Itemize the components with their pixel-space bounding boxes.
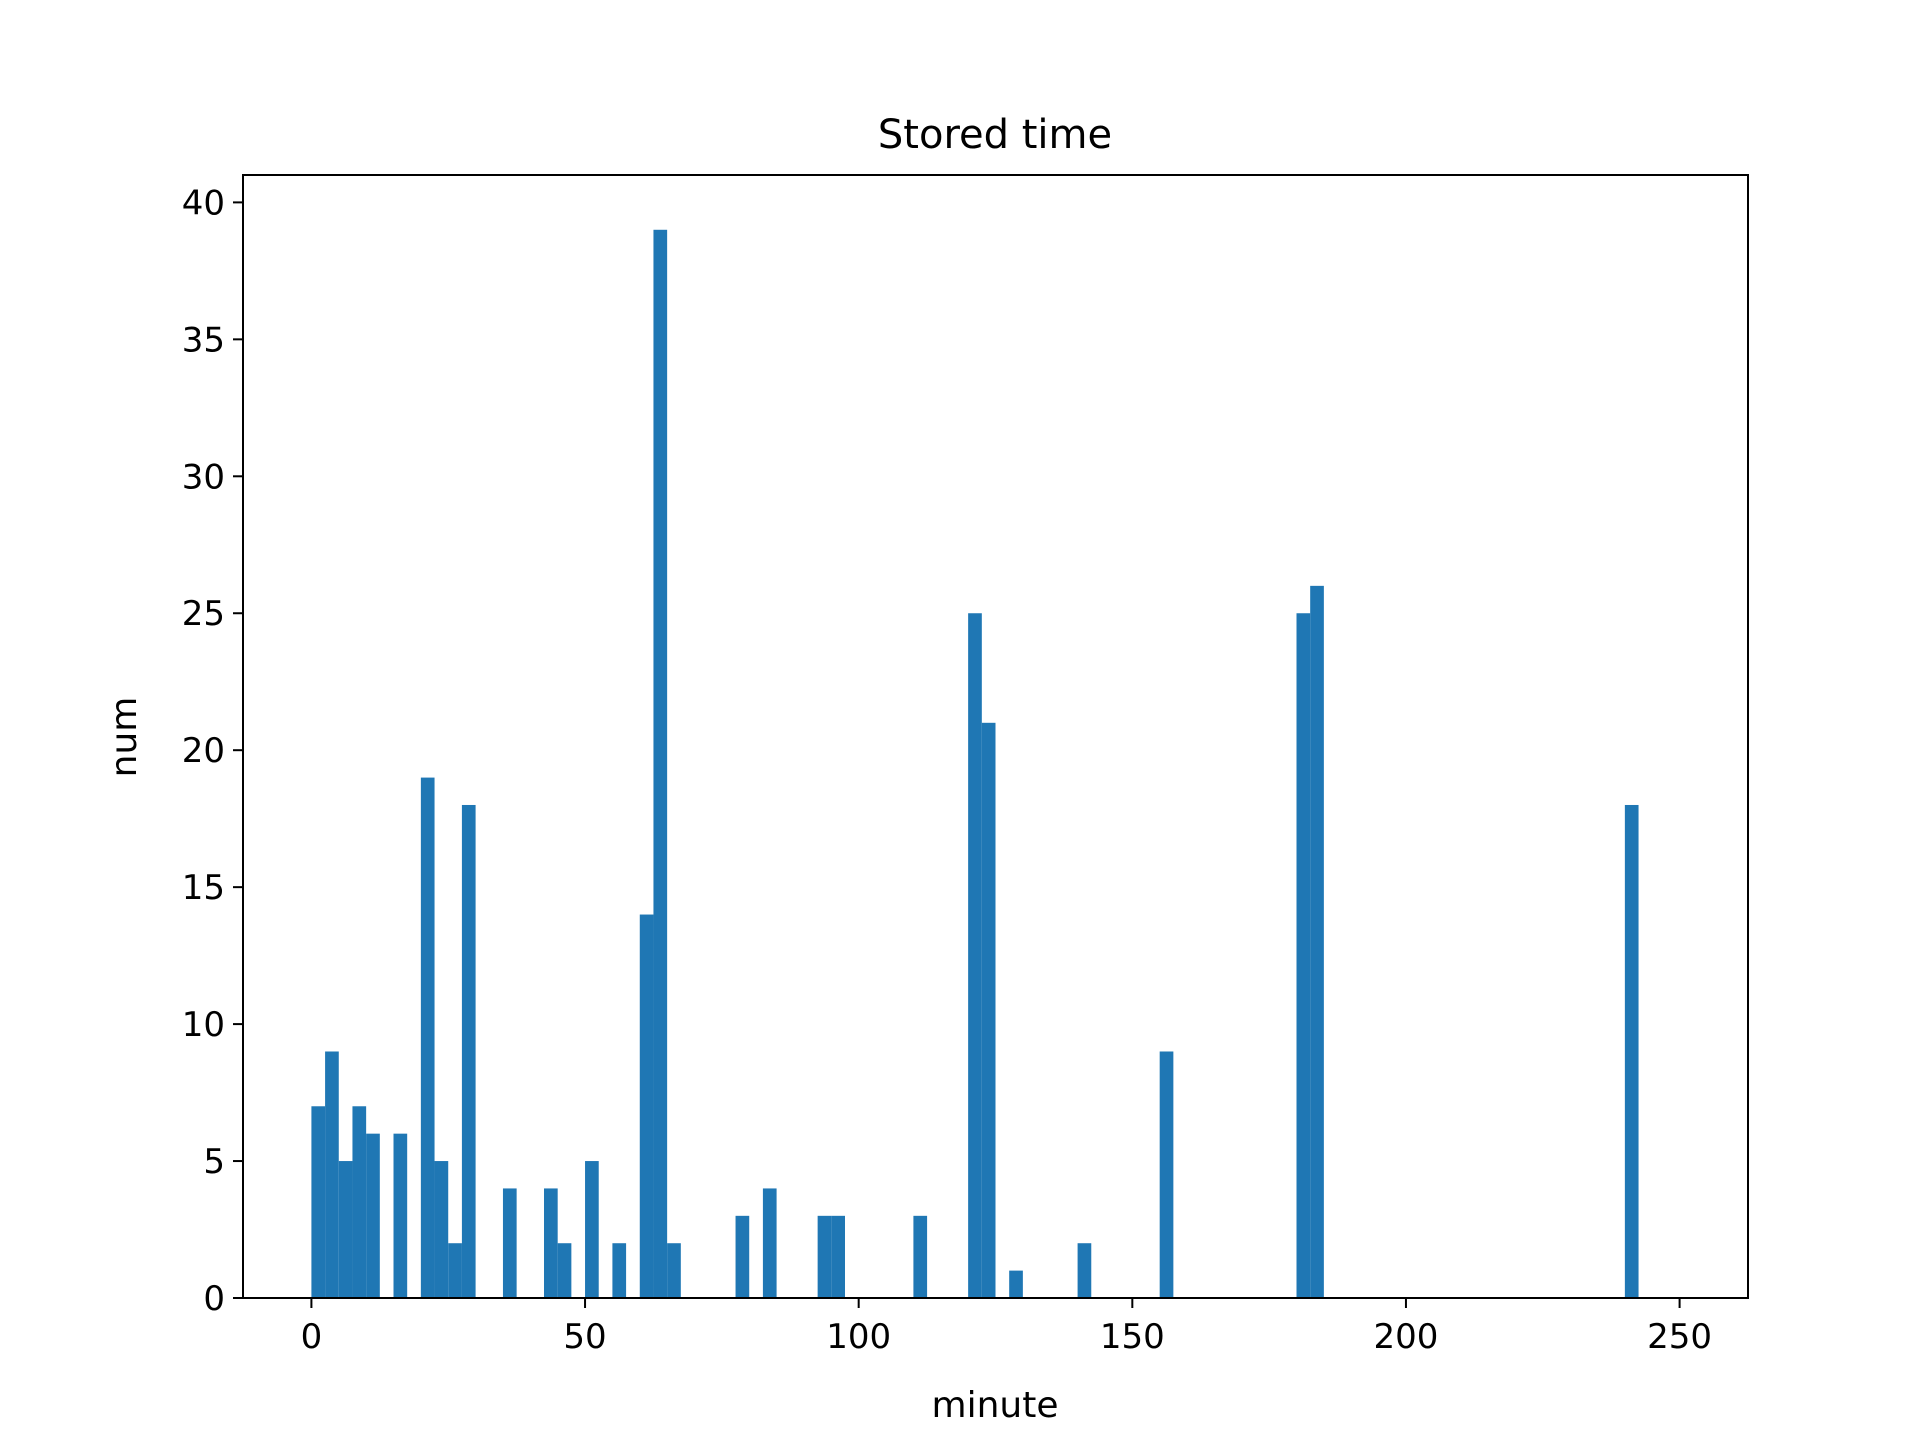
plot-frame (242, 174, 1749, 1299)
bar-3 (352, 1106, 367, 1298)
bar-15 (639, 914, 654, 1298)
bar-5 (393, 1133, 408, 1298)
bar-21 (831, 1215, 845, 1298)
bar-29 (1310, 585, 1324, 1298)
x-tick-label-0: 0 (301, 1317, 323, 1357)
bar-20 (817, 1215, 832, 1298)
bar-7 (434, 1161, 449, 1298)
y-tick-label-8: 40 (182, 183, 225, 223)
bar-28 (1296, 613, 1311, 1298)
y-axis-ticks: 0 5 10 15 20 25 30 35 40 (182, 183, 243, 1319)
bar-22 (913, 1215, 928, 1298)
bar-11 (544, 1188, 558, 1298)
bars-group (311, 229, 1639, 1298)
chart-title: Stored time (878, 112, 1112, 158)
bar-6 (420, 777, 435, 1298)
bar-18 (735, 1215, 750, 1298)
bar-2 (338, 1161, 353, 1298)
bar-19 (762, 1188, 777, 1298)
bar-9 (461, 804, 476, 1298)
bar-13 (585, 1161, 599, 1298)
y-axis-label: num (104, 697, 145, 778)
bar-16 (653, 229, 668, 1298)
x-axis-label: minute (932, 1385, 1059, 1426)
x-tick-label-5: 250 (1647, 1317, 1712, 1357)
y-tick-label-0: 0 (203, 1279, 225, 1319)
bar-27 (1159, 1051, 1174, 1298)
x-axis-ticks: 0 50 100 150 200 250 (301, 1298, 1712, 1357)
bar-23 (968, 613, 982, 1298)
y-tick-label-6: 30 (182, 457, 225, 497)
bar-25 (1009, 1270, 1023, 1298)
y-tick-label-7: 35 (182, 320, 225, 360)
y-tick-label-5: 25 (182, 594, 225, 634)
bar-14 (612, 1243, 627, 1298)
bar-12 (557, 1243, 572, 1298)
bar-26 (1077, 1243, 1092, 1298)
bar-30 (1624, 804, 1639, 1298)
bar-24 (981, 722, 996, 1298)
x-tick-label-3: 150 (1100, 1317, 1165, 1357)
bar-1 (325, 1051, 339, 1298)
bar-0 (311, 1106, 326, 1298)
bar-8 (448, 1243, 462, 1298)
bar-4 (366, 1133, 380, 1298)
y-tick-label-2: 10 (182, 1005, 225, 1045)
y-tick-label-1: 5 (203, 1142, 225, 1182)
y-tick-label-3: 15 (182, 868, 225, 908)
bar-17 (667, 1243, 681, 1298)
x-tick-label-2: 100 (826, 1317, 891, 1357)
y-tick-label-4: 20 (182, 731, 225, 771)
x-tick-label-4: 200 (1374, 1317, 1439, 1357)
x-tick-label-1: 50 (563, 1317, 606, 1357)
bar-10 (502, 1188, 517, 1298)
